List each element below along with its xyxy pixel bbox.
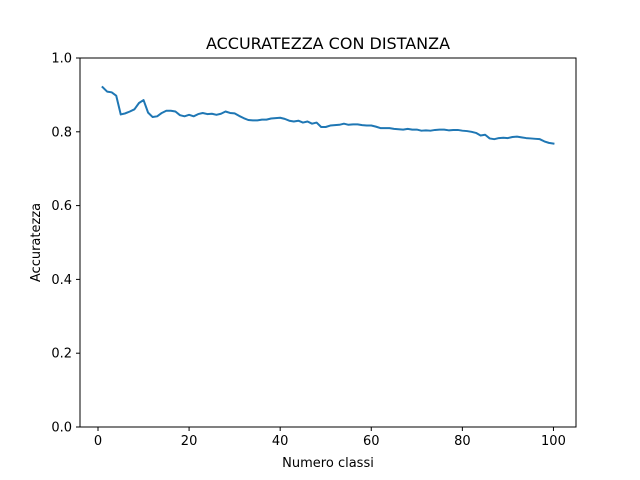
accuracy-series-line [101,85,555,145]
x-tick-label: 40 [272,434,289,449]
y-axis-label: Accuratezza [29,203,44,282]
y-tick-label: 0.4 [51,273,72,288]
x-tick-label: 0 [94,434,102,449]
y-tick-label: 0.2 [51,347,72,362]
y-tick-label: 1.0 [51,52,72,67]
x-tick-label: 20 [181,434,198,449]
y-axis: 0.0 0.2 0.4 0.6 0.8 1.0 [51,52,80,436]
y-tick-label: 0.0 [51,421,72,436]
axes-frame [79,57,577,428]
y-tick-label: 0.8 [51,125,72,140]
y-tick-label: 0.6 [51,199,72,214]
x-axis-label: Numero classi [282,456,374,471]
x-tick-label: 80 [454,434,471,449]
chart-title: ACCURATEZZA CON DISTANZA [206,34,450,53]
plot-area [101,85,555,145]
x-tick-label: 60 [363,434,380,449]
x-axis: 0 20 40 60 80 100 [94,427,566,449]
x-tick-label: 100 [541,434,566,449]
